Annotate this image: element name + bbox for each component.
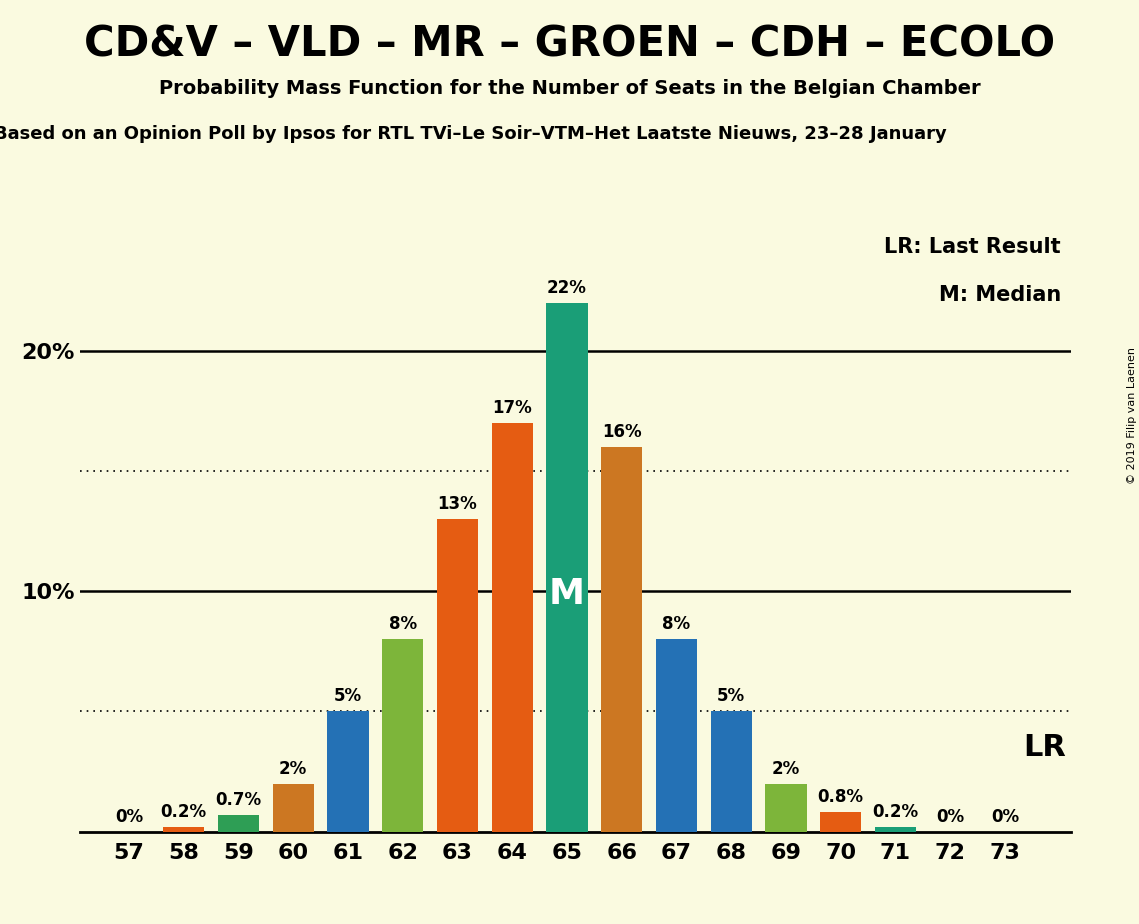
Bar <box>601 447 642 832</box>
Text: 0.2%: 0.2% <box>161 803 207 821</box>
Bar <box>218 815 259 832</box>
Text: 16%: 16% <box>601 423 641 442</box>
Text: LR: LR <box>1023 733 1066 762</box>
Text: 0.7%: 0.7% <box>215 791 262 808</box>
Bar <box>383 639 424 832</box>
Text: LR: Last Result: LR: Last Result <box>884 237 1060 257</box>
Text: M: Median: M: Median <box>939 285 1060 305</box>
Text: 13%: 13% <box>437 495 477 514</box>
Bar <box>272 784 313 832</box>
Text: 0%: 0% <box>936 808 965 826</box>
Text: 0%: 0% <box>991 808 1019 826</box>
Text: 0.2%: 0.2% <box>872 803 918 821</box>
Bar <box>163 827 204 832</box>
Text: 8%: 8% <box>663 615 690 634</box>
Bar <box>765 784 806 832</box>
Bar <box>656 639 697 832</box>
Bar <box>328 711 369 832</box>
Bar <box>875 827 916 832</box>
Text: Probability Mass Function for the Number of Seats in the Belgian Chamber: Probability Mass Function for the Number… <box>158 79 981 98</box>
Text: Based on an Opinion Poll by Ipsos for RTL TVi–Le Soir–VTM–Het Laatste Nieuws, 23: Based on an Opinion Poll by Ipsos for RT… <box>0 125 947 142</box>
Text: 8%: 8% <box>388 615 417 634</box>
Text: 2%: 2% <box>279 760 308 778</box>
Bar <box>437 519 478 832</box>
Text: 22%: 22% <box>547 279 587 298</box>
Text: © 2019 Filip van Laenen: © 2019 Filip van Laenen <box>1126 347 1137 484</box>
Text: 2%: 2% <box>772 760 800 778</box>
Text: CD&V – VLD – MR – GROEN – CDH – ECOLO: CD&V – VLD – MR – GROEN – CDH – ECOLO <box>84 23 1055 65</box>
Bar <box>547 303 588 832</box>
Bar <box>711 711 752 832</box>
Bar <box>820 812 861 832</box>
Text: 0.8%: 0.8% <box>818 788 863 807</box>
Text: 0%: 0% <box>115 808 144 826</box>
Bar <box>492 423 533 832</box>
Text: 5%: 5% <box>334 687 362 706</box>
Text: M: M <box>549 577 585 611</box>
Text: 5%: 5% <box>718 687 745 706</box>
Text: 17%: 17% <box>492 399 532 418</box>
